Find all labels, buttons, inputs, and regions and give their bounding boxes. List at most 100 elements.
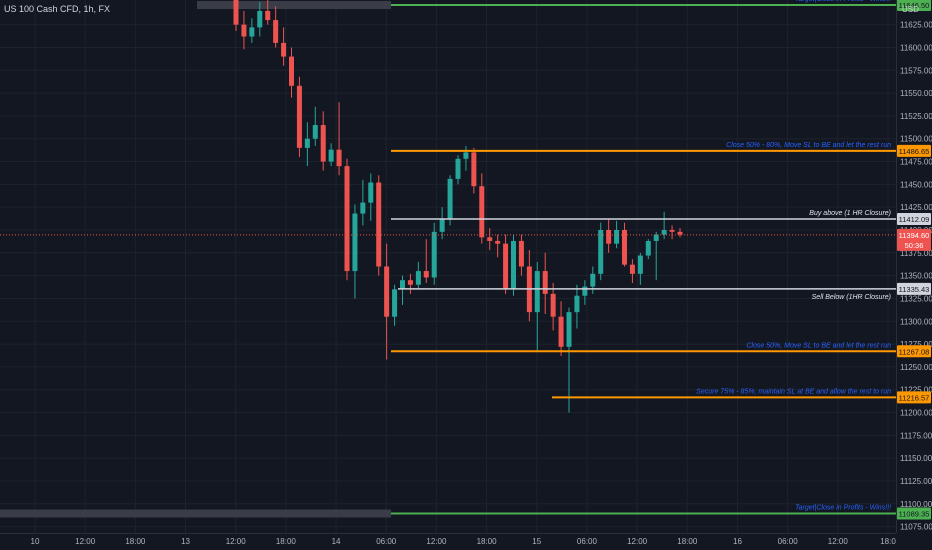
level-price-badge-2 bbox=[897, 144, 931, 157]
price-tick-label: 11150.00 bbox=[900, 454, 932, 463]
time-tick-label: 16 bbox=[733, 537, 742, 546]
level-price-badge-6 bbox=[897, 391, 931, 404]
level-note-4: Sell Below (1HR Closure) bbox=[812, 294, 891, 301]
price-tick-label: 11550.00 bbox=[900, 89, 932, 98]
candle-body bbox=[296, 85, 302, 148]
candle-body bbox=[312, 125, 318, 139]
level-price-badge-1 bbox=[897, 0, 931, 12]
symbol-title: US 100 Cash CFD, 1h, FX bbox=[4, 4, 111, 14]
time-tick-label: 12:00 bbox=[226, 537, 247, 546]
level-price-label-5: 11267.08 bbox=[899, 347, 930, 356]
level-note-2: Close 50% - 80%, Move SL to BE and let t… bbox=[726, 142, 891, 149]
candle-body bbox=[574, 295, 580, 313]
level-price-badge-3 bbox=[897, 212, 931, 225]
time-tick-label: 18:00 bbox=[125, 537, 146, 546]
candle-body bbox=[249, 27, 255, 37]
candle-body bbox=[304, 138, 310, 148]
price-tick-label: 11525.00 bbox=[900, 112, 932, 121]
price-tick-label: 11500.00 bbox=[900, 135, 932, 144]
candle-body bbox=[407, 280, 413, 285]
candle-body bbox=[637, 255, 643, 274]
level-note-7: Target|Close in Profits - Wins!!! bbox=[795, 505, 891, 512]
price-tick-label: 11350.00 bbox=[900, 272, 932, 281]
time-tick-label: 06:00 bbox=[778, 537, 799, 546]
level-price-label-7: 11089.35 bbox=[899, 510, 930, 519]
candle-body bbox=[439, 219, 445, 232]
price-tick-label: 11475.00 bbox=[900, 158, 932, 167]
candle-body bbox=[320, 125, 326, 162]
candle-body bbox=[352, 213, 358, 272]
candle-body bbox=[614, 229, 620, 244]
time-tick-label: 18:00 bbox=[677, 537, 698, 546]
level-note-6: Secure 75% - 85%, maintain SL at BE and … bbox=[696, 388, 891, 395]
candle-body bbox=[265, 10, 271, 21]
price-tick-label: 11200.00 bbox=[900, 409, 932, 418]
price-tick-label: 11100.00 bbox=[900, 500, 932, 509]
price-tick-label: 11275.00 bbox=[900, 340, 932, 349]
candle-body bbox=[344, 166, 350, 272]
candle-body bbox=[392, 289, 398, 317]
candle-body bbox=[376, 182, 382, 267]
level-note-3: Buy above (1 HR Closure) bbox=[809, 210, 891, 217]
price-tick-label: 11175.00 bbox=[900, 431, 932, 440]
level-price-label-1: 11646.50 bbox=[899, 1, 930, 10]
time-tick-label: 12:00 bbox=[828, 537, 849, 546]
candle-body bbox=[653, 234, 659, 241]
price-tick-label: 11125.00 bbox=[900, 477, 932, 486]
candle-body bbox=[566, 312, 572, 347]
candle-body bbox=[463, 152, 469, 159]
last-price-badge bbox=[897, 228, 931, 251]
level-price-badge-5 bbox=[897, 345, 931, 358]
time-tick-label: 14 bbox=[332, 537, 341, 546]
candle-body bbox=[257, 10, 263, 28]
candle-body bbox=[677, 231, 683, 235]
candle-body bbox=[534, 271, 540, 313]
price-tick-label: 11250.00 bbox=[900, 363, 932, 372]
candle-body bbox=[550, 293, 556, 317]
time-tick-label: 06:00 bbox=[376, 537, 397, 546]
price-tick-label: 11325.00 bbox=[900, 294, 932, 303]
level-price-label-3: 11412.09 bbox=[899, 215, 930, 224]
candle-body bbox=[360, 202, 366, 214]
candle-body bbox=[590, 273, 596, 287]
candle-body bbox=[289, 56, 294, 86]
price-tick-label: 11450.00 bbox=[900, 180, 932, 189]
candle-body bbox=[447, 178, 453, 220]
candle-body bbox=[368, 182, 374, 203]
candle-body bbox=[423, 271, 429, 278]
level-price-badge-7 bbox=[897, 507, 931, 520]
candle-body bbox=[384, 266, 390, 317]
currency-label[interactable]: USD bbox=[902, 5, 919, 14]
level-price-badge-4 bbox=[897, 282, 931, 295]
candle-body bbox=[542, 271, 548, 294]
level-note-5: Close 50%, Move SL to BE and let the res… bbox=[746, 342, 891, 349]
candle-body bbox=[273, 20, 279, 43]
candle-body bbox=[455, 158, 461, 179]
candle-body bbox=[582, 286, 588, 296]
price-tick-label: 11625.00 bbox=[900, 21, 932, 30]
candle-body bbox=[431, 231, 437, 278]
candle-body bbox=[511, 240, 516, 290]
bar-countdown: 50:36 bbox=[905, 241, 924, 250]
candle-body bbox=[598, 229, 604, 274]
candle-body bbox=[233, 0, 239, 25]
time-tick-label: 18:00 bbox=[276, 537, 297, 546]
time-tick-label: 06:00 bbox=[577, 537, 598, 546]
level-note-1: Target|Close in Profits - Wins!!! bbox=[795, 0, 891, 3]
candle-body bbox=[415, 271, 421, 285]
time-tick-label: 15 bbox=[532, 537, 541, 546]
level-price-label-4: 11335.43 bbox=[899, 285, 930, 294]
candle-body bbox=[487, 237, 493, 241]
candle-body bbox=[629, 264, 635, 274]
candle-body bbox=[669, 229, 675, 232]
candle-body bbox=[328, 149, 334, 162]
candle-body bbox=[606, 229, 612, 244]
candle-body bbox=[518, 240, 524, 267]
candle-body bbox=[503, 243, 509, 290]
price-tick-label: 11075.00 bbox=[900, 523, 932, 532]
time-tick-label: 12:00 bbox=[426, 537, 447, 546]
time-tick-label: 12:00 bbox=[627, 537, 648, 546]
level-price-label-6: 11216.57 bbox=[899, 393, 930, 402]
